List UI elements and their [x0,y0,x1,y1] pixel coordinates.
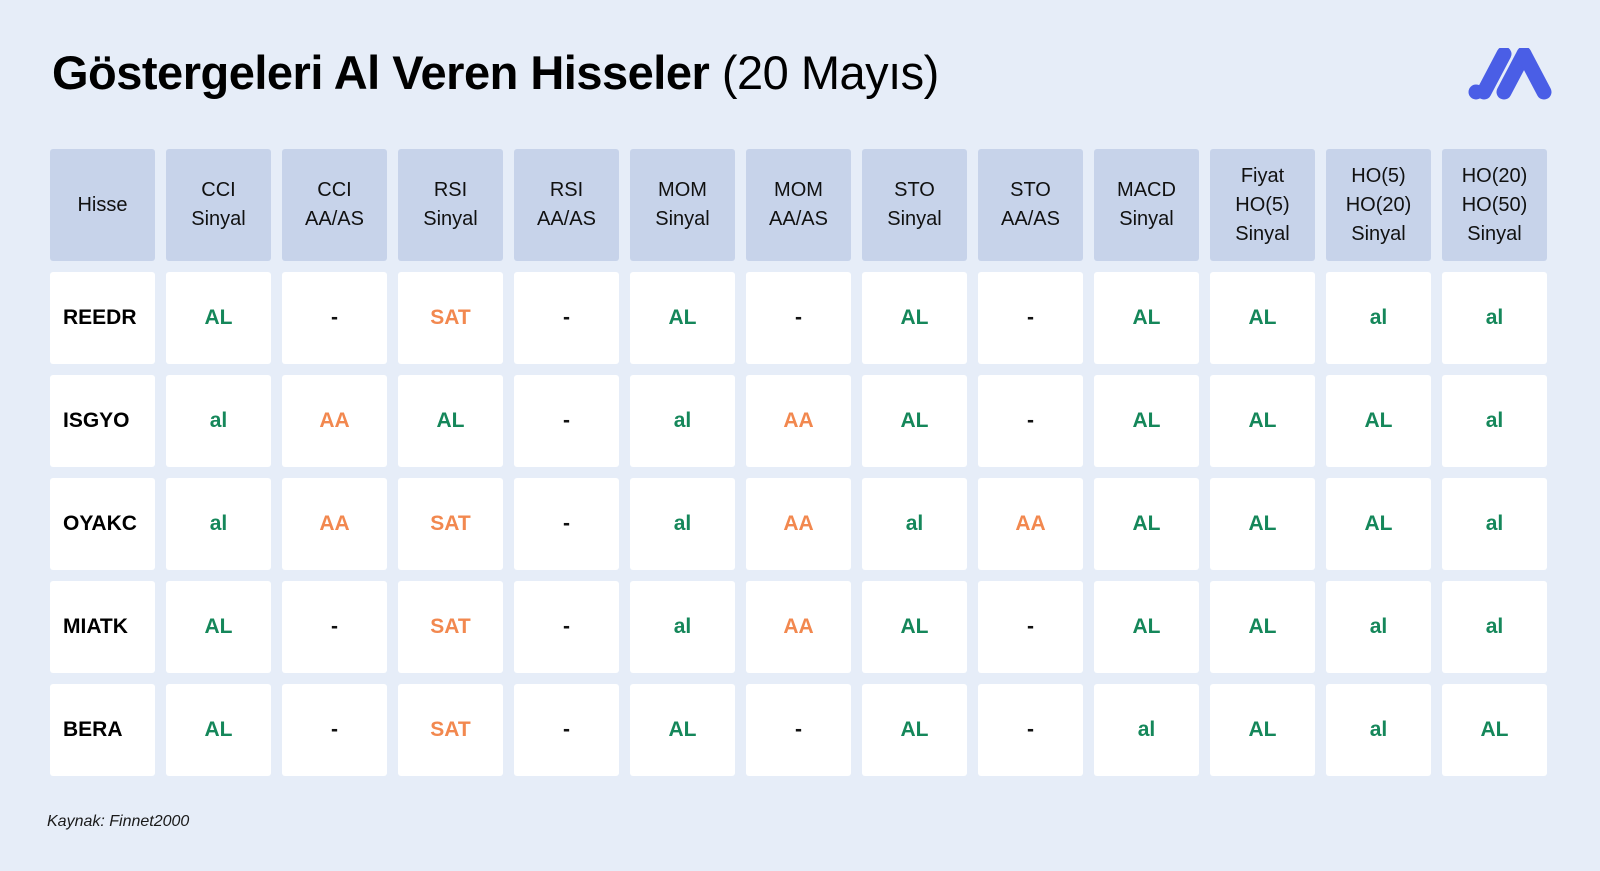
signal-cell: AA [282,375,387,467]
brand-logo-icon [1468,48,1552,100]
signal-cell: al [630,478,735,570]
table-header-cell: CCI AA/AS [282,149,387,261]
signal-cell: al [630,375,735,467]
signal-cell: AL [1094,581,1199,673]
table-header-cell: MOM AA/AS [746,149,851,261]
signal-cell: AL [630,684,735,776]
table-header-cell: Hisse [50,149,155,261]
signal-cell: AA [978,478,1083,570]
signal-table: Hisse CCI Sinyal CCI AA/AS RSI Sinyal RSI AA… [50,149,1547,776]
signal-cell: AL [1210,581,1315,673]
table-header-cell: RSI Sinyal [398,149,503,261]
table-header-cell: STO AA/AS [978,149,1083,261]
signal-cell: - [282,581,387,673]
signal-cell: al [1442,375,1547,467]
signal-cell: al [166,375,271,467]
signal-cell: - [746,684,851,776]
signal-cell: SAT [398,581,503,673]
source-note: Kaynak: Finnet2000 [47,813,190,830]
signal-cell: AL [862,375,967,467]
signal-cell: - [978,684,1083,776]
signal-cell: - [514,478,619,570]
signal-cell: al [1326,581,1431,673]
signal-cell: SAT [398,684,503,776]
signal-cell: SAT [398,272,503,364]
signal-cell: - [514,375,619,467]
table-header-cell: HO(5) HO(20) Sinyal [1326,149,1431,261]
signal-cell: - [282,272,387,364]
signal-cell: al [166,478,271,570]
signal-cell: AL [1442,684,1547,776]
signal-cell: AL [166,581,271,673]
signal-cell: al [862,478,967,570]
signal-cell: AA [282,478,387,570]
signal-cell: AL [398,375,503,467]
signal-cell: - [746,272,851,364]
signal-cell: AL [1094,478,1199,570]
signal-cell: AL [1210,272,1315,364]
signal-cell: AL [166,272,271,364]
signal-cell: AL [1326,478,1431,570]
signal-cell: AA [746,478,851,570]
table-header-cell: STO Sinyal [862,149,967,261]
signal-cell: AL [166,684,271,776]
signal-cell: SAT [398,478,503,570]
signal-cell: AL [630,272,735,364]
table-header-cell: Fiyat HO(5) Sinyal [1210,149,1315,261]
signal-cell: AL [1094,272,1199,364]
stock-name-cell: MIATK [50,581,155,673]
signal-cell: AL [1094,375,1199,467]
title-date: (20 Mayıs) [721,46,940,99]
signal-cell: AL [1210,478,1315,570]
stock-name-cell: OYAKC [50,478,155,570]
signal-cell: al [1442,478,1547,570]
signal-cell: - [978,375,1083,467]
signal-cell: al [1326,684,1431,776]
signal-cell: AA [746,581,851,673]
table-header-cell: MACD Sinyal [1094,149,1199,261]
table-header-cell: HO(20) HO(50) Sinyal [1442,149,1547,261]
signal-cell: al [1442,272,1547,364]
signal-cell: AL [1210,684,1315,776]
table-header-cell: CCI Sinyal [166,149,271,261]
signal-cell: - [978,272,1083,364]
signal-cell: al [630,581,735,673]
signal-cell: al [1442,581,1547,673]
signal-cell: al [1326,272,1431,364]
signal-cell: - [978,581,1083,673]
signal-cell: AL [862,684,967,776]
signal-cell: - [514,581,619,673]
signal-cell: AL [862,272,967,364]
signal-cell: AL [1210,375,1315,467]
signal-cell: - [514,684,619,776]
signal-cell: - [282,684,387,776]
table-header-cell: RSI AA/AS [514,149,619,261]
signal-cell: - [514,272,619,364]
title-main: Göstergeleri Al Veren Hisseler [52,46,710,99]
signal-cell: AA [746,375,851,467]
signal-cell: AL [862,581,967,673]
stock-name-cell: BERA [50,684,155,776]
signal-cell: al [1094,684,1199,776]
signal-cell: AL [1326,375,1431,467]
page-title: Göstergeleri Al Veren Hisseler (20 Mayıs… [52,40,939,106]
table-header-cell: MOM Sinyal [630,149,735,261]
stock-name-cell: ISGYO [50,375,155,467]
stock-name-cell: REEDR [50,272,155,364]
